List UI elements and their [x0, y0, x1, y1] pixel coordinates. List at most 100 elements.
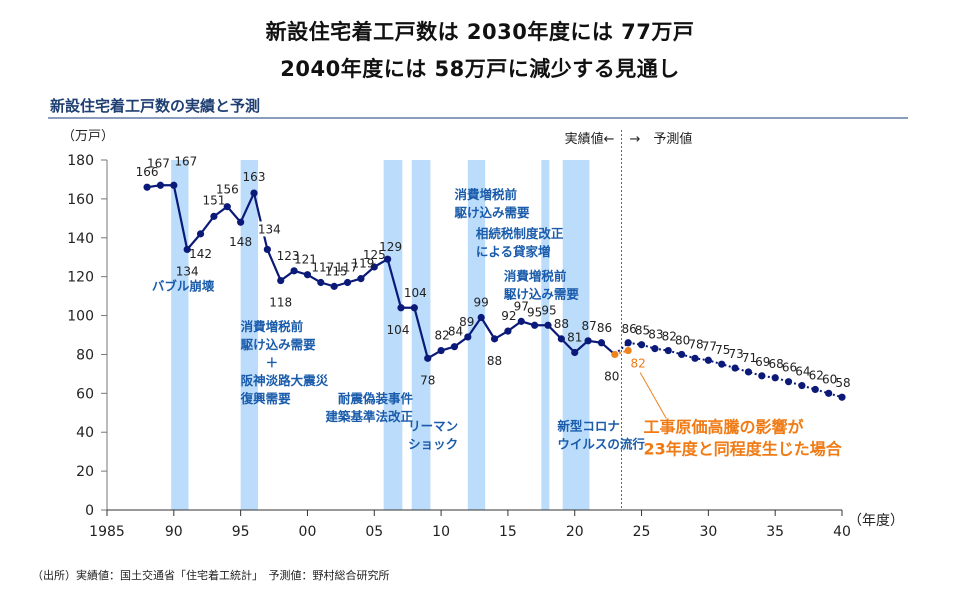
forecast-point — [771, 374, 779, 382]
actual-point — [290, 267, 298, 275]
actual-point — [531, 321, 539, 329]
annotation-text: バブル崩壊 — [152, 278, 215, 293]
forecast-point — [758, 372, 766, 380]
event-band — [383, 160, 403, 510]
alternate-data-label: 82 — [631, 357, 646, 371]
forecast-point — [678, 350, 686, 359]
actual-point — [517, 317, 525, 325]
data-label: 118 — [269, 296, 292, 310]
data-label: 148 — [229, 235, 252, 249]
annotation-text: ショック — [408, 436, 458, 451]
actual-point — [170, 181, 178, 189]
actual-point — [223, 203, 231, 211]
data-label-background — [258, 221, 281, 237]
data-label: 95 — [541, 303, 556, 317]
forecast-data-label: 62 — [809, 368, 824, 382]
forecast-point — [731, 364, 739, 372]
data-label: 84 — [448, 325, 463, 339]
annotation-text: ウイルスの流行 — [557, 436, 645, 451]
data-label: 86 — [597, 321, 612, 335]
data-label: 87 — [581, 319, 596, 333]
forecast-data-label: 73 — [728, 347, 743, 361]
forecast-data-label: 82 — [662, 330, 677, 344]
forecast-label: → 予測値 — [630, 131, 693, 147]
axes: 0 20 40 60 80 100 120 140 160 180 1985 90 95 00 05 10 15… — [62, 129, 904, 540]
x-tick-label: 05 — [365, 524, 383, 540]
data-label: 95 — [527, 305, 542, 319]
callout-leader-line — [639, 372, 667, 419]
data-label: 88 — [554, 317, 569, 331]
actual-point — [611, 350, 619, 359]
data-label: 88 — [487, 354, 502, 368]
subtitle-divider — [48, 117, 908, 119]
actual-point — [410, 304, 418, 312]
y-tick-label: 100 — [67, 309, 94, 325]
data-label: 115 — [325, 264, 348, 278]
x-tick-label: 25 — [633, 524, 651, 540]
forecast-point — [744, 368, 753, 376]
y-tick-label: 40 — [76, 425, 94, 441]
x-tick-label: 10 — [432, 524, 450, 540]
data-label: 134 — [176, 264, 199, 278]
data-label: 166 — [136, 165, 159, 179]
forecast-point — [811, 385, 819, 394]
actual-point — [183, 245, 191, 254]
forecast-data-label: 60 — [822, 372, 837, 386]
forecast-point — [784, 378, 793, 386]
actual-point — [250, 189, 258, 197]
annotation-text: ＋ — [241, 355, 279, 370]
actual-point — [597, 339, 606, 347]
annotation-text: 阪神淡路大震災 — [241, 373, 329, 388]
actual-point — [544, 321, 552, 329]
forecast-point — [825, 389, 833, 397]
data-label: 104 — [387, 323, 410, 337]
x-tick-label: 15 — [499, 524, 517, 540]
forecast-data-label: 77 — [702, 339, 717, 353]
x-axis-unit-label: （年度） — [848, 513, 904, 529]
data-label: 117 — [311, 261, 334, 275]
actual-point — [210, 212, 218, 220]
annotation-text: リーマン — [408, 418, 458, 433]
actual-point — [303, 271, 312, 279]
callout-text: 工事原価高騰の影響が — [644, 417, 804, 436]
forecast-point — [651, 345, 659, 353]
y-axis-unit-label: （万戸） — [62, 129, 114, 144]
forecast-data-label: 80 — [675, 333, 690, 347]
y-tick-label: 180 — [67, 153, 94, 169]
actual-point — [143, 183, 151, 191]
actual-point — [196, 230, 205, 238]
forecast-point — [704, 356, 712, 364]
annotation-text: による貸家増 — [476, 244, 551, 259]
forecast-data-label: 86 — [622, 322, 637, 336]
data-label: 156 — [216, 183, 239, 197]
x-tick-label: 30 — [699, 524, 717, 540]
data-label: 167 — [147, 156, 170, 170]
actual-point — [490, 335, 499, 343]
actual-label: 実績値← — [565, 131, 615, 147]
actual-point — [384, 255, 392, 263]
x-tick-label: 40 — [833, 524, 851, 540]
data-label: 80 — [604, 369, 619, 383]
event-band — [240, 160, 259, 510]
data-label: 142 — [189, 247, 212, 261]
x-tick-label: 35 — [766, 524, 784, 540]
actual-point — [571, 348, 579, 357]
data-label: 82 — [434, 329, 449, 343]
forecast-data-label: 66 — [782, 361, 797, 375]
forecast-point — [664, 346, 672, 355]
forecast-data-label: 83 — [648, 328, 663, 342]
annotation-text: 消費増税前 — [504, 269, 567, 284]
callout-text: 23年度と同程度生じた場合 — [644, 439, 843, 458]
annotation-text: 消費増税前 — [454, 187, 517, 202]
data-label: 125 — [363, 248, 386, 262]
forecast-data-label: 75 — [715, 343, 730, 357]
data-label: 104 — [404, 286, 427, 300]
x-tick-label: 95 — [232, 524, 250, 540]
forecast-point — [838, 393, 846, 401]
data-label: 123 — [277, 249, 300, 263]
annotation-text: 駆け込み需要 — [504, 287, 580, 302]
actual-point — [584, 337, 592, 345]
main-title-line-1: 新設住宅着工戸数は 2030年度には 77万戸 — [265, 20, 695, 44]
